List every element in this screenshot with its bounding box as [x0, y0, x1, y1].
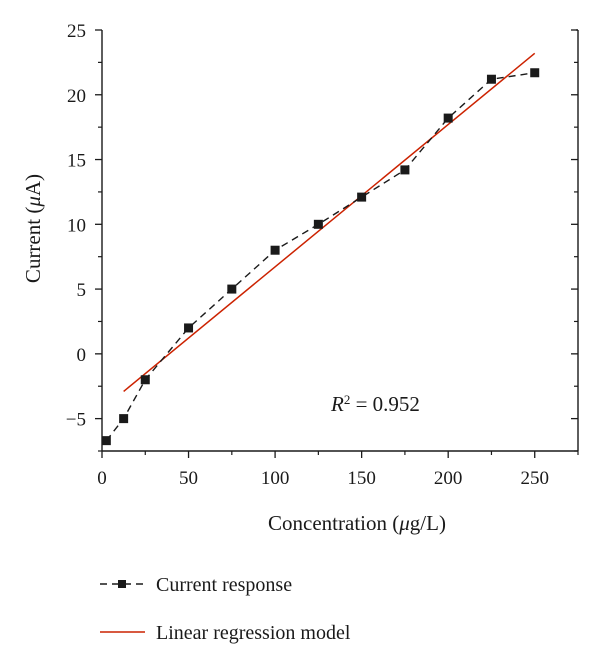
current-response-point — [270, 245, 280, 255]
current-response-point — [313, 219, 323, 229]
current-response-line — [105, 72, 535, 442]
y-tick-label: 15 — [67, 151, 86, 172]
current-response-point — [227, 284, 237, 294]
current-response-point — [140, 375, 150, 385]
legend-label-current-response: Current response — [156, 574, 292, 596]
current-response-point — [530, 68, 540, 78]
y-axis-label: Current (μA) — [21, 174, 45, 283]
plot-area — [101, 52, 540, 446]
x-tick-label: 150 — [347, 468, 376, 489]
current-response-point — [101, 436, 111, 446]
current-response-point — [486, 74, 496, 84]
legend-item-current-response: Current response — [100, 574, 292, 596]
y-tick-label: 25 — [67, 21, 86, 42]
x-tick-label: 200 — [434, 468, 463, 489]
x-tick-label: 250 — [520, 468, 549, 489]
legend-square-marker-icon — [118, 580, 126, 588]
current-response-point — [443, 113, 453, 123]
x-tick-label: 50 — [179, 468, 198, 489]
tick-labels: 0 50 100 150 200 250 −5 0 5 10 15 20 25 — [66, 21, 549, 489]
x-axis-label: Concentration (μg/L) — [268, 511, 446, 535]
x-tick-label: 100 — [261, 468, 290, 489]
y-tick-label: 10 — [67, 215, 86, 236]
y-tick-label: 0 — [77, 345, 87, 366]
y-tick-label: −5 — [66, 410, 86, 431]
current-response-point — [357, 192, 367, 202]
x-tick-label: 0 — [97, 468, 107, 489]
legend-item-linear-regression: Linear regression model — [100, 622, 351, 644]
y-tick-label: 20 — [67, 86, 86, 107]
r-squared-annotation: R2 = 0.952 — [330, 392, 420, 417]
current-response-point — [400, 165, 410, 175]
current-response-point — [119, 414, 129, 424]
legend: Current response Linear regression model — [100, 574, 351, 644]
axes — [101, 29, 579, 452]
ticks — [95, 29, 579, 458]
legend-label-linear-regression: Linear regression model — [156, 622, 351, 644]
current-response-point — [184, 323, 194, 333]
regression-line — [123, 52, 536, 392]
y-tick-label: 5 — [77, 280, 87, 301]
